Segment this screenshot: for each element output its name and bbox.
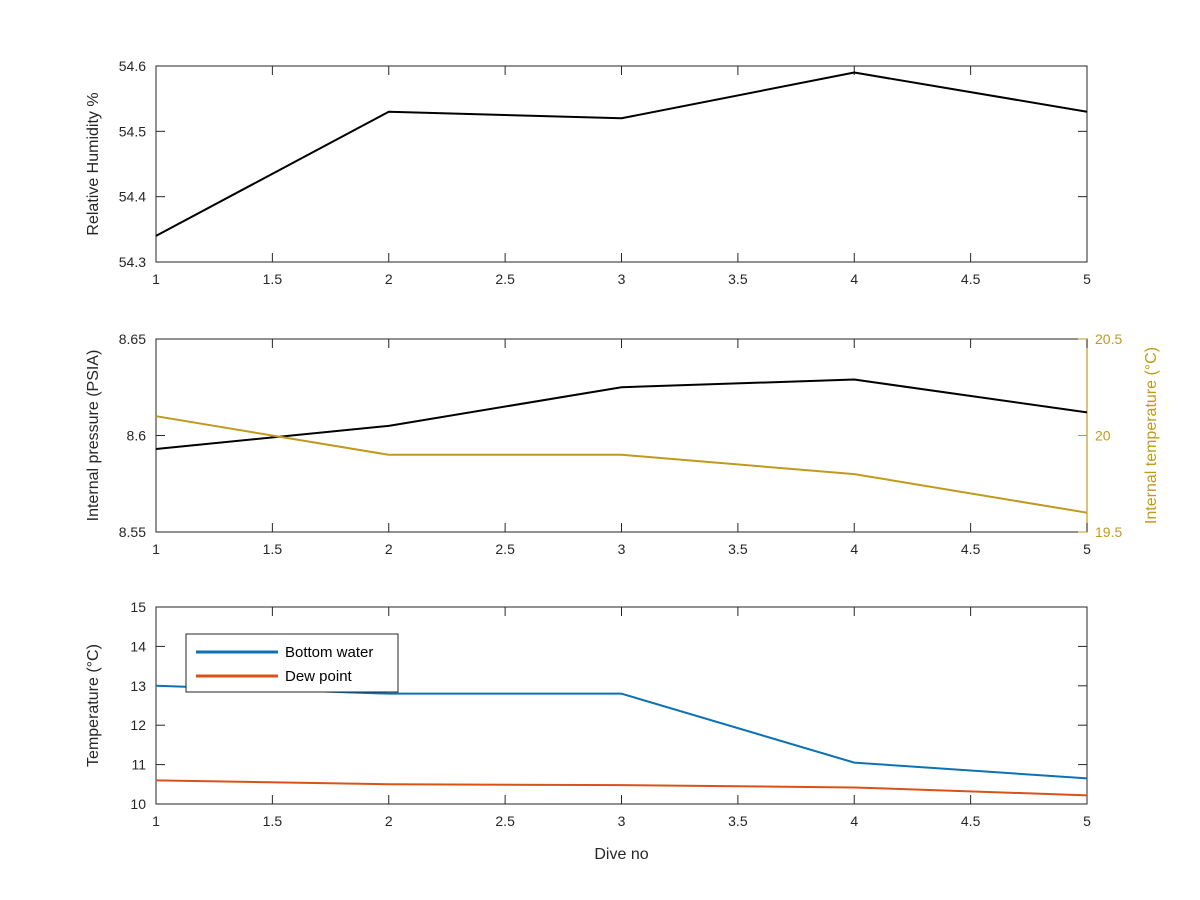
y-tick-label: 54.3 [119, 254, 146, 270]
x-tick-label: 4 [850, 541, 858, 557]
x-tick-label: 1 [152, 813, 160, 829]
x-tick-label: 4 [850, 271, 858, 287]
x-tick-label: 1 [152, 271, 160, 287]
series-line-1 [155, 378, 1088, 451]
y-tick-label: 15 [130, 599, 146, 615]
y-tick-label: 54.4 [119, 189, 146, 205]
x-tick-label: 5 [1083, 541, 1091, 557]
y-axis-label: Internal pressure (PSIA) [85, 350, 102, 522]
legend: Bottom water Dew point [185, 633, 399, 693]
y-axis-label: Relative Humidity % [85, 92, 102, 235]
series-line-1 [155, 71, 1088, 237]
y-right-tick-label: 20 [1095, 428, 1111, 444]
y-tick-label: 54.6 [119, 58, 146, 74]
legend-entry: Bottom water [285, 644, 373, 661]
series-line-2 [155, 415, 1088, 514]
y-right-axis-label: Internal temperature (°C) [1143, 347, 1160, 524]
legend-box [185, 633, 399, 693]
x-axis-label: Dive no [594, 846, 648, 863]
x-tick-label: 5 [1083, 813, 1091, 829]
x-tick-label: 3.5 [728, 271, 748, 287]
x-tick-label: 4.5 [961, 541, 981, 557]
x-tick-label: 2 [385, 813, 393, 829]
plot-frame [155, 65, 1088, 263]
y-tick-label: 8.65 [119, 331, 146, 347]
x-tick-label: 5 [1083, 271, 1091, 287]
x-tick-label: 2.5 [495, 271, 515, 287]
y-right-tick-label: 20.5 [1095, 331, 1122, 347]
x-tick-label: 1.5 [263, 813, 283, 829]
x-tick-label: 3 [618, 271, 626, 287]
x-tick-label: 4 [850, 813, 858, 829]
y-tick-label: 14 [130, 638, 146, 654]
x-tick-label: 4.5 [961, 271, 981, 287]
y-tick-label: 13 [130, 678, 146, 694]
y-tick-label: 8.6 [127, 428, 147, 444]
x-tick-label: 2.5 [495, 541, 515, 557]
x-tick-label: 3.5 [728, 813, 748, 829]
x-tick-label: 3.5 [728, 541, 748, 557]
y-tick-label: 54.5 [119, 123, 146, 139]
series-line-2 [155, 779, 1088, 797]
x-tick-label: 2 [385, 541, 393, 557]
plot-frame [155, 338, 1088, 533]
y-tick-label: 12 [130, 717, 146, 733]
x-tick-label: 3 [618, 541, 626, 557]
panel-2: 1 1.5 2 2.5 3 3.5 4 4.5 5 8.55 8.6 8.65 19.5 20 20.5 In… [85, 331, 1160, 557]
x-tick-label: 2 [385, 271, 393, 287]
y-tick-label: 8.55 [119, 524, 146, 540]
x-tick-label: 1 [152, 541, 160, 557]
y-axis-label: Temperature (°C) [85, 644, 102, 767]
y-right-tick-label: 19.5 [1095, 524, 1122, 540]
x-tick-label: 1.5 [263, 541, 283, 557]
legend-entry: Dew point [285, 668, 353, 685]
y-tick-label: 11 [131, 757, 146, 773]
x-tick-label: 2.5 [495, 813, 515, 829]
x-tick-label: 3 [618, 813, 626, 829]
y-tick-label: 10 [130, 796, 146, 812]
x-tick-label: 1.5 [263, 271, 283, 287]
x-tick-label: 4.5 [961, 813, 981, 829]
panel-3: 1 1.5 2 2.5 3 3.5 4 4.5 5 10 11 12 13 14 15 Temperature… [85, 599, 1091, 863]
panel-1: 1 1.5 2 2.5 3 3.5 4 4.5 5 54.3 54.4 54.5 54.6 Relativ… [85, 58, 1091, 287]
